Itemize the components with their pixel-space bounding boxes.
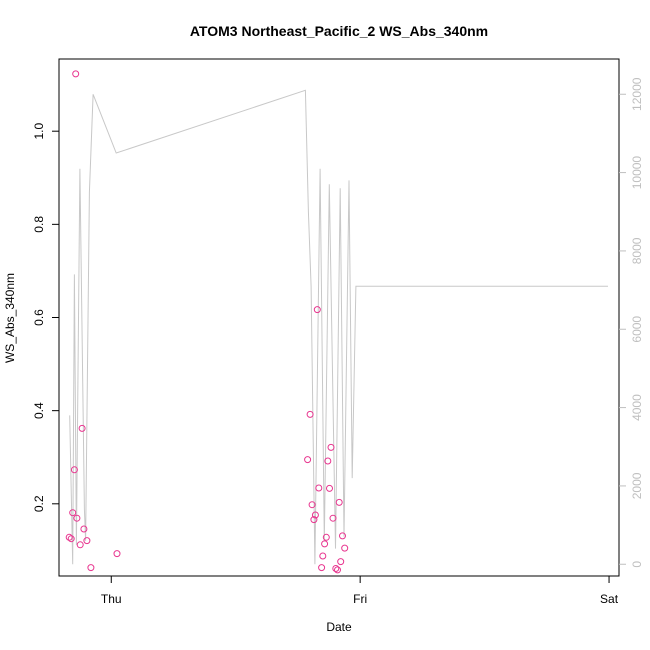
- data-point: [308, 501, 316, 509]
- y-axis: 0.2 0.4 0.6 0.8 1.0: [32, 123, 59, 512]
- y2-tick-label: 0: [630, 561, 644, 568]
- data-point: [332, 565, 340, 572]
- data-point: [310, 516, 318, 524]
- y-tick-label: 0.4: [32, 402, 46, 419]
- data-point: [76, 541, 84, 549]
- y2-tick-label: 12000: [630, 77, 644, 111]
- y-tick-label: 0.8: [32, 216, 46, 233]
- data-point: [304, 456, 312, 464]
- data-point: [80, 525, 88, 533]
- y2-tick-label: 2000: [630, 472, 644, 499]
- data-point: [67, 535, 75, 543]
- data-point: [329, 514, 337, 522]
- y2-tick-label: 8000: [630, 237, 644, 264]
- data-point: [322, 533, 330, 541]
- x-tick-label: Fri: [353, 592, 367, 606]
- altitude-line: [69, 89, 608, 565]
- data-point: [306, 410, 314, 418]
- y-tick-label: 1.0: [32, 123, 46, 140]
- data-point: [72, 70, 80, 78]
- data-point: [315, 484, 323, 492]
- data-point: [78, 424, 86, 432]
- y2-tick-label: 10000: [630, 156, 644, 190]
- data-point: [334, 566, 341, 574]
- y-axis-label: WS_Abs_340nm: [3, 273, 17, 363]
- data-point: [69, 509, 77, 517]
- data-point: [73, 514, 81, 522]
- x-tick-label: Thu: [101, 592, 122, 606]
- data-point: [326, 484, 333, 492]
- data-point: [311, 511, 319, 519]
- data-point: [337, 558, 345, 566]
- data-point: [324, 457, 332, 465]
- data-point: [335, 498, 343, 506]
- data-points: [65, 70, 349, 574]
- data-point: [319, 552, 327, 560]
- data-point: [83, 537, 91, 545]
- data-point: [318, 564, 326, 572]
- data-point: [341, 544, 349, 552]
- data-point: [65, 533, 73, 541]
- data-point: [70, 466, 78, 474]
- y2-axis: 0 2000 4000 6000 8000 10000 12000: [619, 77, 644, 568]
- y-tick-label: 0.6: [32, 309, 46, 326]
- y2-tick-label: 4000: [630, 394, 644, 421]
- data-point: [339, 532, 346, 540]
- data-point: [113, 550, 121, 558]
- altitude-series: [69, 89, 608, 565]
- data-point: [321, 540, 329, 548]
- chart-title: ATOM3 Northeast_Pacific_2 WS_Abs_340nm: [190, 23, 488, 39]
- x-tick-label: Sat: [600, 592, 619, 606]
- data-point: [313, 306, 321, 314]
- y-tick-label: 0.2: [32, 495, 46, 512]
- y2-tick-label: 6000: [630, 316, 644, 343]
- x-axis: Thu Fri Sat: [101, 576, 619, 606]
- data-point: [87, 564, 95, 572]
- x-axis-label: Date: [326, 620, 352, 634]
- data-point: [327, 443, 335, 451]
